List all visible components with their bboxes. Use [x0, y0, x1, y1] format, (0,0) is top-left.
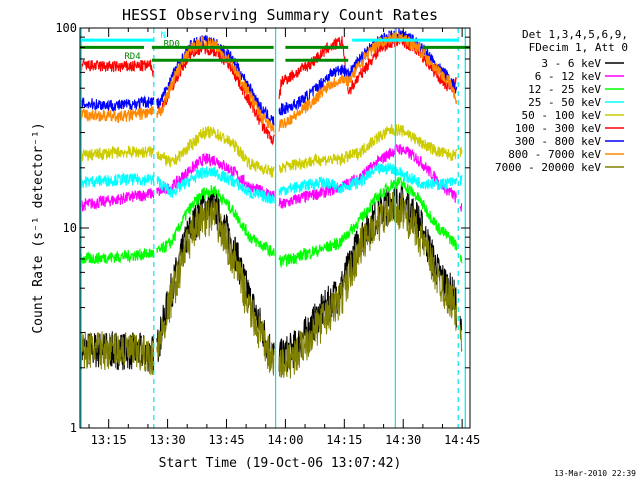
series-line-2	[80, 176, 463, 268]
x-tick-label: 13:30	[150, 433, 186, 447]
footer-date: 13-Mar-2010 22:39	[554, 469, 636, 478]
x-tick-label: 14:30	[385, 433, 421, 447]
legend-label: 100 - 300 keV	[515, 122, 601, 135]
x-tick-label: 13:45	[208, 433, 244, 447]
legend-label: 7000 - 20000 keV	[495, 161, 601, 174]
legend: Det 1,3,4,5,6,9,FDecim 1, Att 0 3 - 6 keV…	[495, 28, 628, 174]
legend-label: 12 - 25 keV	[528, 83, 601, 96]
y-axis-label: Count Rate (s⁻¹ detector⁻¹)	[31, 122, 46, 333]
series-line-8	[80, 191, 463, 379]
legend-label: 50 - 100 keV	[522, 109, 602, 122]
legend-label: 300 - 800 keV	[515, 135, 601, 148]
flag-label-0: N	[161, 31, 166, 41]
series-line-3	[80, 161, 463, 204]
legend-label: 3 - 6 keV	[541, 57, 601, 70]
y-tick-label: 100	[55, 21, 77, 35]
y-tick-label: 10	[63, 221, 77, 235]
flag-label-1: RD0	[164, 39, 180, 49]
y-tick-label: 1	[70, 421, 77, 435]
series-line-7	[80, 31, 458, 133]
x-tick-label: 14:45	[444, 433, 480, 447]
legend-header: Det 1,3,4,5,6,9,	[522, 28, 628, 41]
axes: 13:15 13:30 13:45 14:00 14:15 14:30 14:45 1 10 10…	[55, 21, 480, 447]
series-line-0	[80, 184, 463, 376]
legend-label: 25 - 50 keV	[528, 96, 601, 109]
series-line-4	[80, 123, 463, 179]
x-tick-label: 13:15	[91, 433, 127, 447]
legend-header: FDecim 1, Att 0	[529, 41, 628, 54]
x-tick-label: 14:15	[326, 433, 362, 447]
legend-label: 800 - 7000 keV	[508, 148, 601, 161]
flag-label-2: RD4	[124, 52, 140, 62]
chart-title: HESSI Observing Summary Count Rates	[122, 6, 438, 24]
x-tick-label: 14:00	[267, 433, 303, 447]
series-line-1	[80, 143, 463, 212]
legend-label: 6 - 12 keV	[535, 70, 602, 83]
x-axis-label: Start Time (19-Oct-06 13:07:42)	[159, 456, 402, 471]
